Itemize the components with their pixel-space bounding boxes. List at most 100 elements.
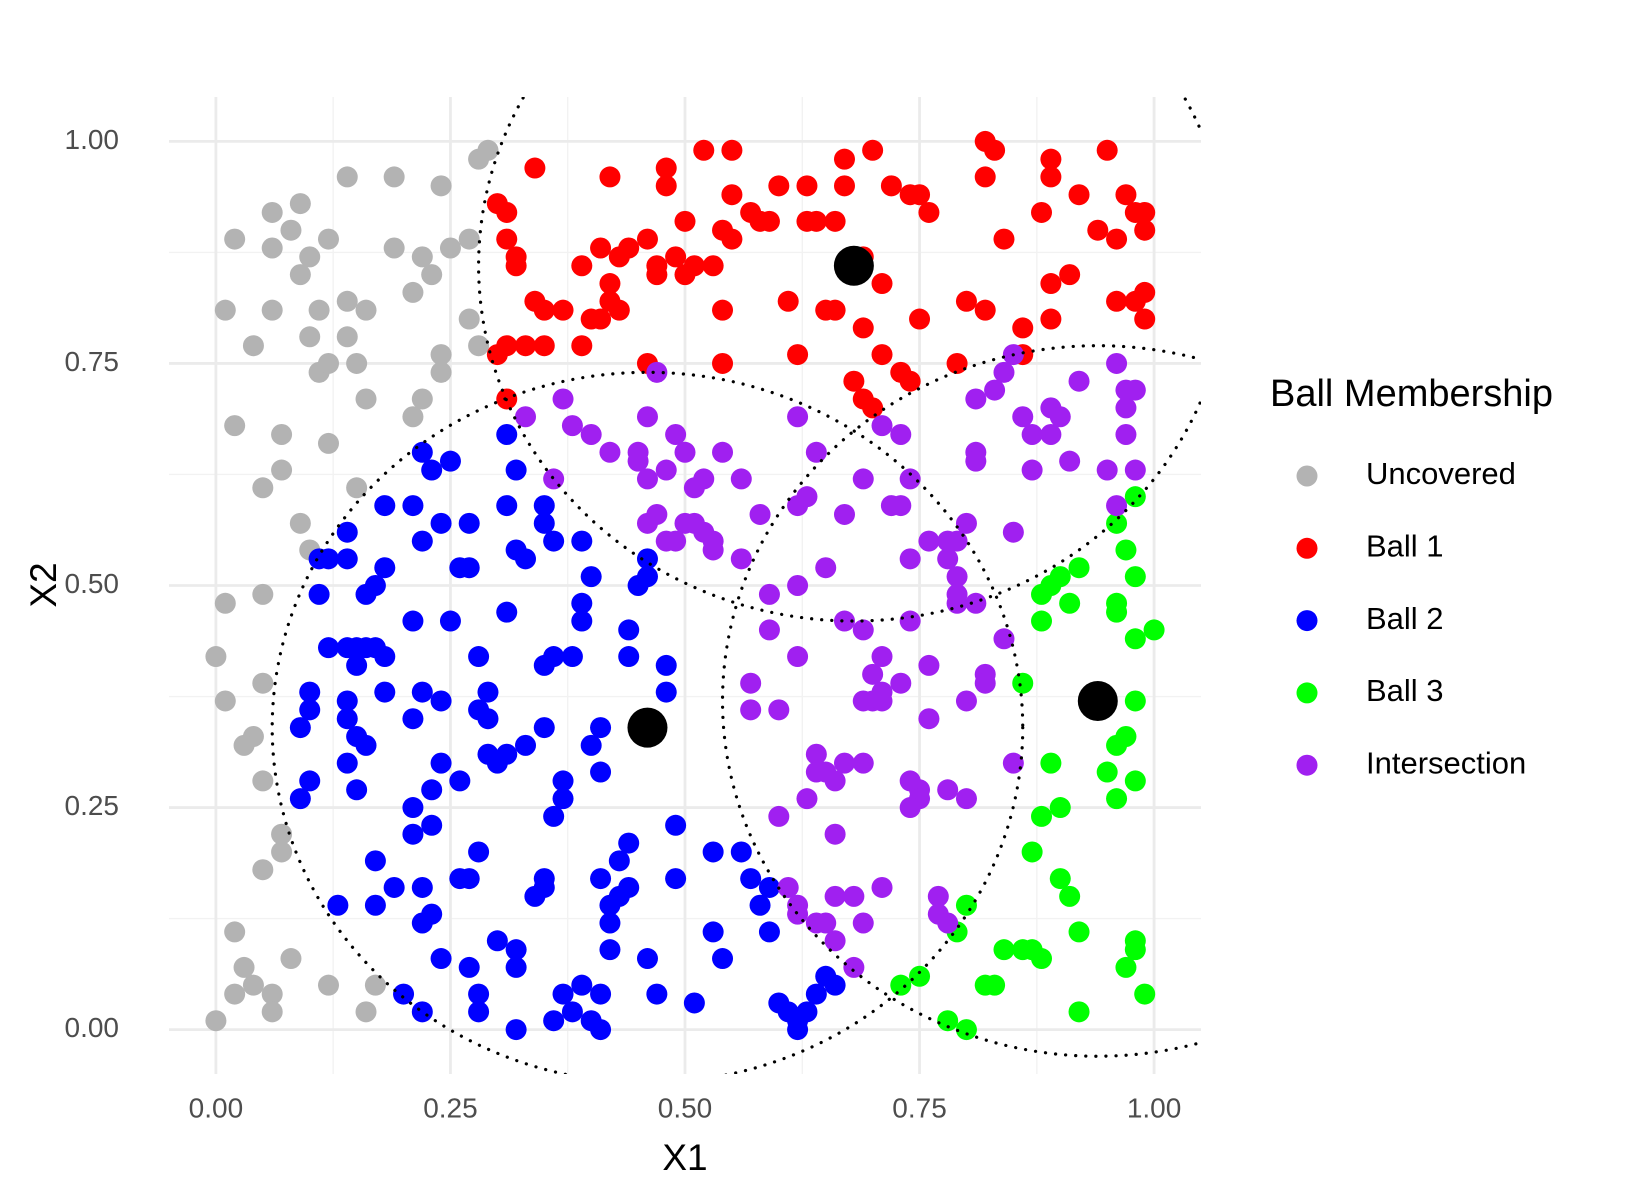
point <box>374 681 396 703</box>
point <box>712 441 734 463</box>
point <box>955 788 977 810</box>
point <box>496 201 518 223</box>
point <box>1021 424 1043 446</box>
point <box>918 654 940 676</box>
point <box>224 983 246 1005</box>
point <box>758 921 780 943</box>
point <box>411 530 433 552</box>
point <box>665 814 687 836</box>
point <box>824 823 846 845</box>
point <box>543 530 565 552</box>
point <box>1087 219 1109 241</box>
point <box>955 894 977 916</box>
point <box>655 681 677 703</box>
point <box>796 788 818 810</box>
point <box>937 912 959 934</box>
point <box>1115 184 1137 206</box>
point <box>618 646 640 668</box>
point <box>796 175 818 197</box>
point <box>421 779 443 801</box>
point <box>364 850 386 872</box>
point <box>411 388 433 410</box>
point <box>796 1001 818 1023</box>
x-tick-label: 0.00 <box>189 1092 244 1123</box>
point <box>805 441 827 463</box>
point <box>346 779 368 801</box>
point <box>533 717 555 739</box>
point <box>721 184 743 206</box>
point <box>543 1010 565 1032</box>
point <box>646 264 668 286</box>
point <box>590 717 612 739</box>
point <box>552 788 574 810</box>
point <box>552 299 574 321</box>
point <box>1124 379 1146 401</box>
point <box>308 583 330 605</box>
point <box>815 557 837 579</box>
point <box>458 512 480 534</box>
point <box>515 406 537 428</box>
point <box>393 983 415 1005</box>
point <box>336 326 358 348</box>
legend-swatch <box>1296 610 1318 632</box>
point <box>411 441 433 463</box>
point <box>843 956 865 978</box>
point <box>946 530 968 552</box>
point <box>833 175 855 197</box>
point <box>205 646 227 668</box>
point <box>496 335 518 357</box>
point <box>712 299 734 321</box>
legend-title: Ball Membership <box>1270 373 1553 415</box>
point <box>993 228 1015 250</box>
point <box>787 406 809 428</box>
point <box>374 495 396 517</box>
point <box>768 175 790 197</box>
point <box>317 974 339 996</box>
point <box>486 930 508 952</box>
point <box>242 974 264 996</box>
point <box>787 575 809 596</box>
point <box>1040 752 1062 774</box>
legend-swatch <box>1296 465 1318 487</box>
point <box>289 193 311 215</box>
point <box>758 876 780 898</box>
point <box>824 930 846 952</box>
point <box>364 974 386 996</box>
point <box>984 379 1006 401</box>
point <box>608 850 630 872</box>
point <box>974 299 996 321</box>
point <box>833 503 855 525</box>
point <box>599 939 621 961</box>
point <box>1002 521 1024 543</box>
point <box>955 512 977 534</box>
legend-swatch <box>1296 537 1318 559</box>
point <box>899 610 921 632</box>
point <box>1068 1001 1090 1023</box>
point <box>468 1001 490 1023</box>
point <box>477 139 499 161</box>
point <box>317 548 339 570</box>
point <box>655 459 677 481</box>
point <box>543 646 565 668</box>
point <box>402 610 424 632</box>
point <box>205 1010 227 1032</box>
point <box>430 344 452 366</box>
point <box>974 166 996 188</box>
point <box>1049 797 1071 819</box>
point <box>1106 788 1128 810</box>
legend-label: Ball 1 <box>1366 528 1444 563</box>
point <box>533 512 555 534</box>
point <box>890 672 912 694</box>
point <box>702 921 724 943</box>
point <box>787 1019 809 1041</box>
point <box>646 361 668 383</box>
point <box>946 566 968 588</box>
point <box>674 210 696 232</box>
point <box>758 583 780 605</box>
point <box>552 983 574 1005</box>
point <box>937 779 959 801</box>
point <box>1106 512 1128 534</box>
point <box>599 441 621 463</box>
point <box>374 646 396 668</box>
point <box>1012 317 1034 339</box>
